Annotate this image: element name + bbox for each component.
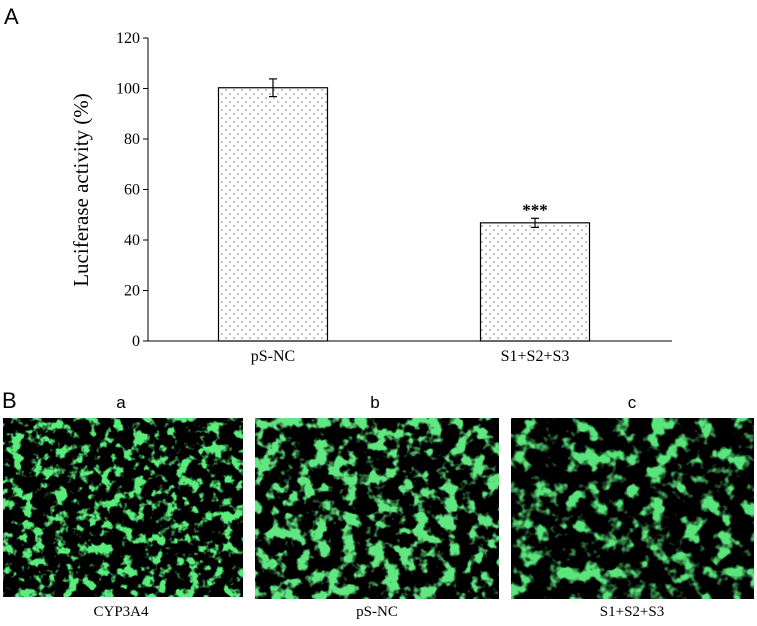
micrograph-b-caption: pS-NC bbox=[356, 604, 398, 620]
y-tick-label: 40 bbox=[124, 232, 140, 249]
y-tick-label: 60 bbox=[124, 182, 140, 199]
micrograph-c-letter: c bbox=[628, 393, 637, 412]
x-tick-label: S1+S2+S3 bbox=[501, 348, 570, 365]
x-tick-labels: pS-NC S1+S2+S3 bbox=[251, 348, 570, 365]
panel-b-letter: B bbox=[2, 388, 17, 413]
y-axis-label: Luciferase activity (%) bbox=[69, 93, 93, 287]
micrograph-a-letter: a bbox=[116, 393, 126, 412]
y-tick-label: 0 bbox=[132, 333, 140, 350]
bar bbox=[479, 222, 591, 342]
micrograph-b-image bbox=[255, 418, 499, 599]
micrograph-c-image bbox=[511, 418, 754, 599]
micrograph-a-image bbox=[3, 418, 243, 597]
bar bbox=[217, 87, 329, 342]
micrograph-c-caption: S1+S2+S3 bbox=[600, 604, 664, 620]
micrograph-a-caption: CYP3A4 bbox=[93, 604, 149, 620]
y-tick-label: 120 bbox=[116, 30, 140, 47]
significance-label: *** bbox=[522, 200, 548, 219]
x-tick-label: pS-NC bbox=[251, 348, 295, 365]
micrograph-c: c S1+S2+S3 bbox=[511, 393, 754, 620]
panel-a-letter: A bbox=[4, 4, 19, 29]
y-tick-label: 80 bbox=[124, 131, 140, 148]
y-tick-label: 100 bbox=[116, 81, 140, 98]
micrograph-b: b pS-NC bbox=[255, 393, 499, 620]
micrograph-a: a CYP3A4 bbox=[3, 393, 243, 620]
bar-group: *** bbox=[217, 78, 591, 342]
micrograph-b-letter: b bbox=[370, 393, 379, 412]
y-tick-group: 0 20 40 60 80 100 120 bbox=[116, 30, 148, 350]
y-tick-label: 20 bbox=[124, 283, 140, 300]
